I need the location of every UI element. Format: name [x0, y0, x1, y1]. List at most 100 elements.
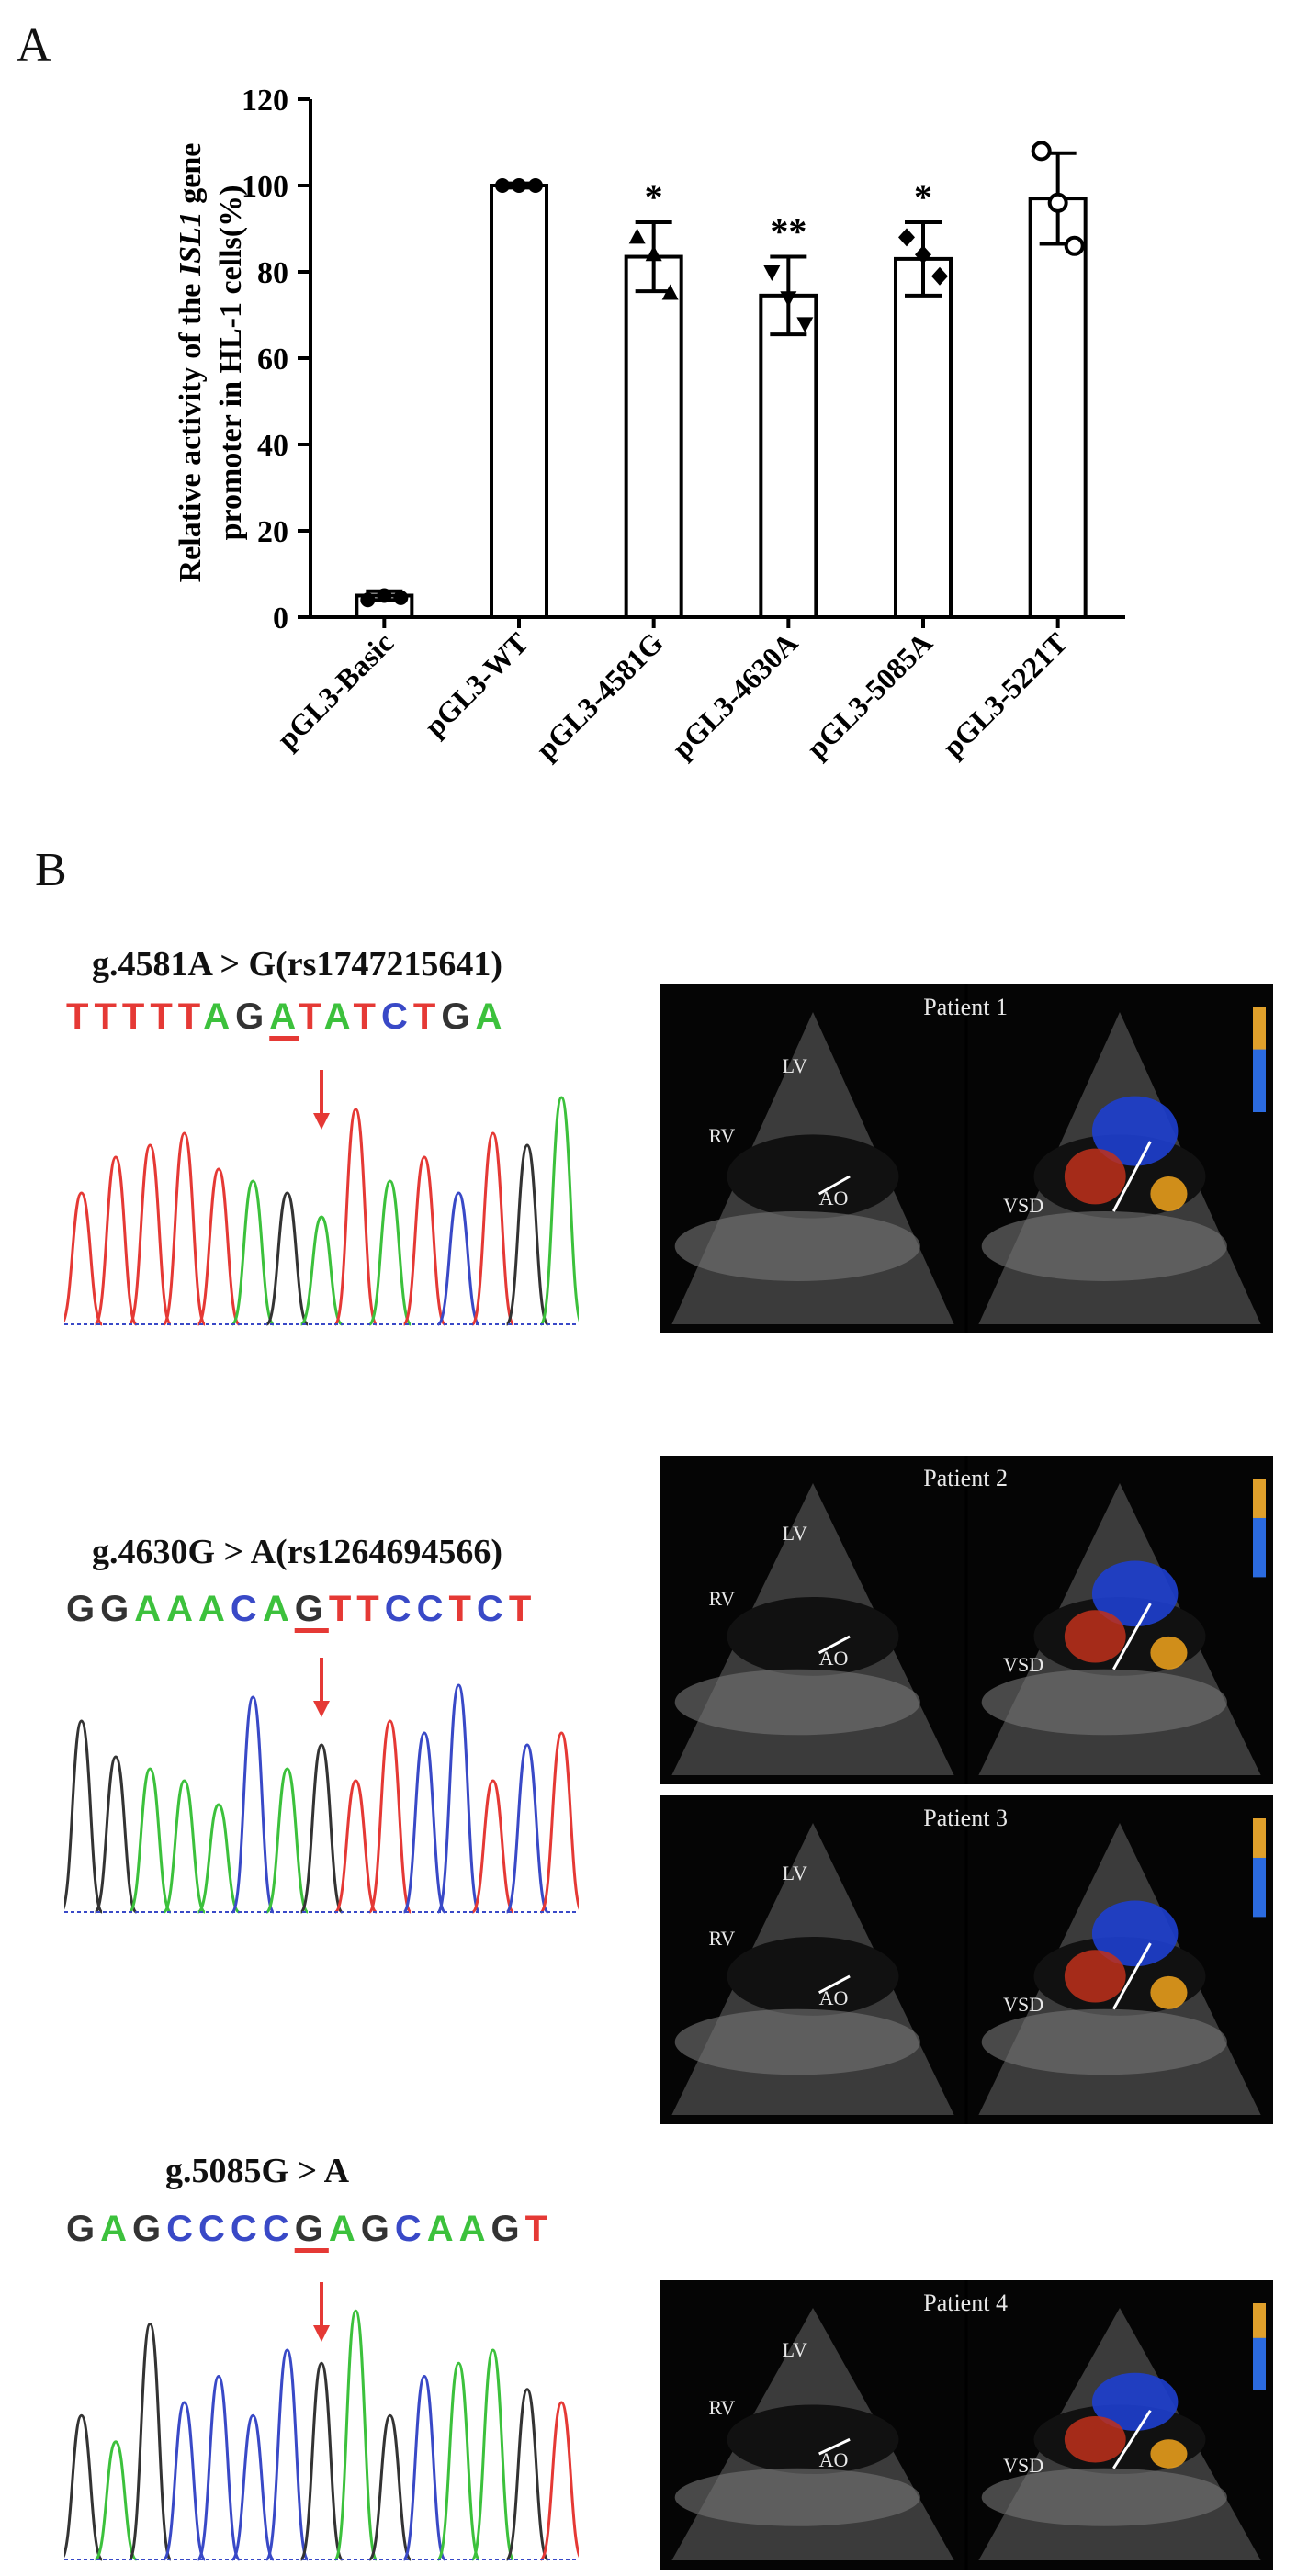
chromatogram-peak: [128, 1767, 173, 1914]
echo-ultrasound-graphic: [671, 1456, 1266, 1784]
vsd-arrow: [1111, 1141, 1152, 1212]
significance-label: *: [914, 176, 932, 218]
data-point: [393, 590, 409, 605]
anatomy-label-vsd: VSD: [1003, 2454, 1044, 2477]
chromatogram-peak: [162, 2401, 207, 2561]
echocardiogram-image: Patient 2 LV RV AO VSD: [660, 1456, 1273, 1784]
anatomy-label-ao: AO: [818, 1985, 849, 2009]
chromatogram-peak: [265, 2348, 310, 2561]
chromatogram-peak: [94, 1755, 138, 1914]
data-point: [796, 317, 814, 333]
chromatogram-peak: [470, 1131, 515, 1326]
ventricle-cavity: [727, 2404, 899, 2475]
base: T: [150, 996, 178, 1037]
chromatogram-peak: [94, 2440, 138, 2561]
doppler-flow-red: [1064, 1148, 1126, 1205]
echocardiogram-image: Patient 3 LV RV AO VSD: [660, 1795, 1273, 2124]
base: C: [384, 1589, 417, 1629]
dna-sequence: TTTTTAGATATCTGA: [66, 996, 507, 1038]
base: A: [475, 996, 508, 1037]
base: A: [134, 1589, 167, 1629]
tissue-band: [674, 1211, 920, 1281]
significance-label: *: [645, 176, 663, 218]
vsd-arrow: [1112, 1603, 1152, 1670]
base: A: [203, 996, 236, 1037]
y-axis-label-line2: promoter in HL-1 cells(%): [214, 186, 248, 541]
chromatogram-peak: [402, 1731, 446, 1914]
chromatogram-peak: [539, 1731, 579, 1914]
panel-b-letter: B: [35, 844, 67, 896]
doppler-flow-yellow: [1150, 1636, 1188, 1670]
anatomy-label-ao: AO: [818, 1187, 849, 1210]
mutated-base: A: [269, 996, 299, 1037]
patient-label: Patient 1: [923, 994, 1008, 1020]
y-tick-label: 20: [257, 515, 288, 549]
doppler-flow-red: [1064, 2416, 1126, 2463]
dna-sequence: GAGCCCCGAGCAAGT: [66, 2209, 553, 2250]
anatomy-label-ao: AO: [818, 1646, 849, 1670]
base: A: [426, 2209, 459, 2249]
doppler-color-scale-top: [1253, 2303, 1266, 2338]
mutation-arrow-head: [313, 1113, 330, 1130]
echocardiogram-image: Patient 1 LV RV AO VSD: [660, 984, 1273, 1333]
anatomy-label-rv: RV: [708, 2396, 736, 2419]
x-tick-label: pGL3-5085A: [800, 625, 939, 764]
chromatogram-peak: [539, 1096, 579, 1326]
tissue-band: [981, 2008, 1227, 2075]
base: T: [508, 1589, 537, 1629]
echocardiogram-image: Patient 4 LV RV AO VSD: [660, 2280, 1273, 2570]
doppler-flow-yellow: [1150, 1975, 1188, 2009]
base: T: [353, 996, 381, 1037]
ventricle-cavity: [727, 1596, 899, 1676]
chromatogram-peak: [539, 2401, 579, 2561]
anatomy-label-rv: RV: [708, 1587, 736, 1611]
tissue-band: [674, 1669, 920, 1736]
chromatogram-peak: [64, 2413, 104, 2561]
chromatogram-peak: [505, 2388, 549, 2561]
base: A: [323, 996, 354, 1037]
anatomy-label-lv: LV: [782, 1521, 807, 1545]
base: C: [416, 1589, 449, 1629]
mutation-arrow-head: [313, 1701, 330, 1717]
base: G: [491, 2209, 525, 2249]
data-point: [528, 178, 543, 193]
base: T: [121, 996, 151, 1037]
data-point: [495, 178, 510, 193]
chromatogram-peak: [197, 2374, 241, 2561]
bar: [490, 184, 548, 619]
tissue-band: [674, 2008, 920, 2075]
mutated-base: G: [294, 2209, 329, 2249]
chromatogram-peak: [162, 1131, 207, 1326]
y-tick-label: 40: [257, 429, 288, 463]
chromatogram-peak: [231, 1695, 276, 1914]
base: T: [328, 1589, 357, 1629]
ao-arrow: [818, 1974, 851, 1995]
anatomy-label-lv: LV: [782, 1861, 807, 1884]
ao-arrow: [818, 2437, 851, 2456]
significance-label: **: [770, 211, 806, 253]
anatomy-label-rv: RV: [708, 1927, 736, 1951]
chromatogram-peak: [333, 1108, 378, 1326]
y-tick-label: 60: [257, 343, 288, 377]
base: T: [299, 996, 324, 1037]
chromatogram-peak: [128, 2322, 173, 2561]
chromatogram-peak: [299, 1215, 344, 1326]
data-point: [645, 245, 662, 262]
echo-ultrasound-graphic: [671, 2280, 1266, 2570]
tissue-band: [981, 1669, 1227, 1736]
chromatogram-peak: [231, 2413, 276, 2561]
variant-title: g.4630G > A(rs1264694566): [92, 1533, 503, 1571]
base: T: [94, 996, 122, 1037]
chromatogram-peak: [197, 1803, 241, 1914]
patient-label: Patient 2: [923, 1465, 1008, 1491]
data-point: [377, 588, 392, 603]
base: T: [412, 996, 442, 1037]
doppler-flow-blue: [1091, 1560, 1179, 1627]
anatomy-label-lv: LV: [782, 1054, 807, 1077]
chromatogram-peak: [265, 1191, 310, 1326]
base: G: [441, 996, 476, 1037]
chromatogram-peak: [367, 2413, 412, 2561]
data-point: [763, 265, 781, 281]
chromatogram-peak: [162, 1779, 207, 1914]
base: G: [235, 996, 270, 1037]
